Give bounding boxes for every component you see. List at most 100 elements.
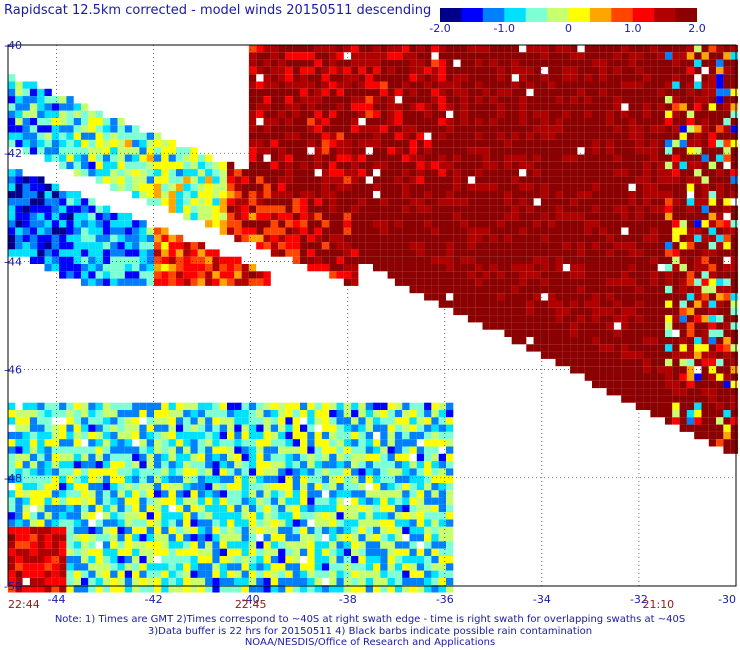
- wind-cell: [540, 220, 549, 228]
- wind-cell: [387, 169, 395, 177]
- wind-cell: [300, 227, 308, 235]
- wind-cell: [248, 154, 257, 162]
- wind-cell: [314, 147, 322, 155]
- wind-cell: [66, 453, 74, 462]
- wind-cell: [329, 563, 337, 571]
- wind-cell: [672, 125, 680, 133]
- wind-cell: [599, 220, 607, 228]
- wind-cell: [51, 570, 60, 578]
- wind-cell: [8, 212, 16, 221]
- wind-cell: [8, 410, 16, 418]
- wind-cell: [424, 147, 432, 155]
- wind-cell: [679, 147, 687, 155]
- wind-cell: [650, 59, 658, 67]
- wind-cell: [161, 402, 169, 410]
- wind-cell: [29, 118, 38, 126]
- wind-cell: [285, 176, 293, 184]
- wind-cell: [446, 220, 454, 228]
- wind-cell: [270, 59, 279, 67]
- wind-cell: [431, 468, 439, 476]
- wind-cell: [570, 285, 578, 294]
- wind-cell: [248, 446, 257, 454]
- wind-cell: [329, 183, 337, 191]
- wind-cell: [175, 161, 184, 170]
- wind-cell: [446, 526, 454, 535]
- wind-cell: [606, 45, 614, 53]
- wind-cell: [679, 358, 687, 367]
- wind-cell: [431, 74, 439, 82]
- wind-cell: [329, 132, 337, 140]
- wind-cell: [409, 161, 417, 170]
- wind-cell: [285, 74, 293, 82]
- wind-cell: [146, 147, 154, 155]
- wind-cell: [139, 548, 147, 556]
- wind-cell: [555, 351, 563, 359]
- wind-cell: [686, 366, 695, 374]
- wind-cell: [336, 461, 344, 469]
- wind-cell: [102, 461, 111, 469]
- wind-cell: [66, 585, 74, 593]
- wind-cell: [424, 52, 432, 60]
- wind-cell: [438, 118, 446, 126]
- wind-cell: [460, 147, 468, 155]
- wind-cell: [81, 431, 89, 440]
- wind-cell: [336, 585, 344, 593]
- wind-cell: [394, 249, 403, 257]
- wind-cell: [694, 351, 702, 359]
- wind-cell: [482, 45, 490, 53]
- wind-cell: [438, 66, 446, 75]
- wind-cell: [380, 461, 388, 469]
- wind-cell: [285, 154, 293, 162]
- wind-cell: [686, 249, 695, 257]
- wind-cell: [584, 293, 592, 301]
- wind-cell: [307, 191, 315, 199]
- wind-cell: [22, 220, 30, 228]
- wind-cell: [394, 431, 403, 440]
- wind-cell: [665, 110, 673, 118]
- wind-cell: [168, 417, 176, 425]
- wind-cell: [643, 329, 651, 337]
- wind-cell: [672, 205, 680, 213]
- wind-cell: [88, 526, 96, 535]
- wind-cell: [489, 103, 498, 111]
- wind-cell: [446, 125, 454, 133]
- wind-cell: [540, 285, 549, 294]
- wind-cell: [686, 74, 695, 82]
- wind-cell: [205, 176, 213, 184]
- wind-cell: [643, 271, 651, 279]
- wind-cell: [95, 570, 103, 578]
- wind-cell: [701, 366, 709, 374]
- wind-cell: [562, 293, 571, 301]
- wind-cell: [387, 59, 395, 67]
- wind-cell: [701, 154, 709, 162]
- wind-cell: [584, 344, 592, 352]
- wind-cell: [409, 504, 417, 513]
- wind-cell: [81, 570, 89, 578]
- wind-cell: [190, 410, 198, 418]
- wind-cell: [117, 147, 125, 155]
- wind-cell: [154, 548, 162, 556]
- wind-cell: [37, 468, 45, 476]
- wind-cell: [117, 490, 125, 498]
- wind-cell: [37, 526, 45, 535]
- wind-cell: [88, 212, 96, 221]
- wind-cell: [643, 176, 651, 184]
- wind-cell: [657, 74, 665, 82]
- wind-cell: [489, 74, 498, 82]
- wind-cell: [292, 103, 300, 111]
- wind-cell: [453, 205, 461, 213]
- wind-cell: [526, 285, 534, 294]
- wind-cell: [139, 176, 147, 184]
- wind-cell: [409, 227, 417, 235]
- wind-cell: [438, 468, 446, 476]
- wind-cell: [22, 468, 30, 476]
- wind-cell: [621, 132, 629, 140]
- wind-cell: [584, 234, 592, 243]
- wind-cell: [256, 52, 264, 60]
- wind-cell: [300, 249, 308, 257]
- wind-cell: [592, 161, 600, 170]
- wind-cell: [95, 205, 103, 213]
- wind-cell: [380, 431, 388, 440]
- wind-cell: [314, 483, 322, 491]
- wind-cell: [51, 125, 60, 133]
